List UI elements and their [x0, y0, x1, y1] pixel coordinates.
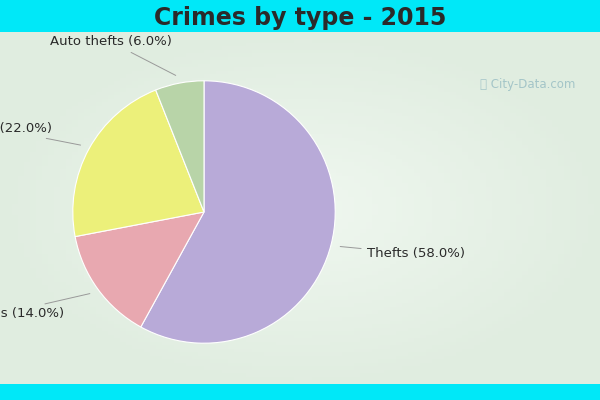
Text: ⓘ City-Data.com: ⓘ City-Data.com — [481, 78, 575, 91]
Wedge shape — [73, 90, 204, 236]
Text: Auto thefts (6.0%): Auto thefts (6.0%) — [50, 35, 176, 76]
Wedge shape — [75, 212, 204, 327]
Text: Assaults (22.0%): Assaults (22.0%) — [0, 122, 80, 145]
Wedge shape — [156, 81, 204, 212]
Text: Burglaries (14.0%): Burglaries (14.0%) — [0, 294, 90, 320]
Text: Crimes by type - 2015: Crimes by type - 2015 — [154, 6, 446, 30]
Text: Thefts (58.0%): Thefts (58.0%) — [340, 246, 464, 260]
Wedge shape — [141, 81, 335, 343]
